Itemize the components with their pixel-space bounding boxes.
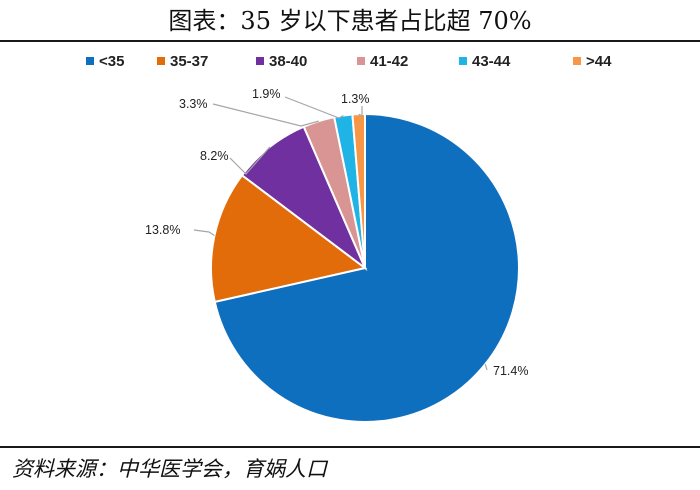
pie-slice xyxy=(213,112,520,423)
legend-item: >44 xyxy=(573,53,612,70)
source-note: 资料来源：中华医学会，育娲人口 xyxy=(12,457,327,481)
leader-line xyxy=(358,106,363,118)
legend-swatch xyxy=(573,57,581,65)
legend-item: <35 xyxy=(86,53,124,70)
data-label: 71.4% xyxy=(493,364,528,378)
leader-line xyxy=(229,146,271,175)
legend-item: 38-40 xyxy=(256,53,307,70)
bottom-rule xyxy=(0,446,700,448)
data-label: 1.3% xyxy=(341,92,370,106)
chart-title: 图表：35 岁以下患者占比超 70% xyxy=(168,7,532,35)
data-label: 8.2% xyxy=(200,149,229,163)
legend-label: 41-42 xyxy=(370,53,408,70)
legend-swatch xyxy=(86,57,94,65)
data-label: 1.9% xyxy=(252,87,281,101)
pie-slice xyxy=(351,112,366,269)
pie-slices xyxy=(210,112,520,423)
legend-item: 41-42 xyxy=(357,53,408,70)
legend: <35 35-37 38-40 41-42 43-44 >44 xyxy=(86,53,612,70)
leader-line xyxy=(484,364,488,371)
data-labels: 71.4% 13.8% 8.2% 3.3% 1.9% 1.3% xyxy=(145,87,528,378)
pie-slice xyxy=(210,173,368,304)
legend-swatch xyxy=(157,57,165,65)
legend-label: >44 xyxy=(586,53,612,70)
legend-swatch xyxy=(357,57,365,65)
legend-label: <35 xyxy=(99,53,124,70)
leader-lines xyxy=(193,96,488,371)
legend-label: 43-44 xyxy=(472,53,511,70)
leader-line xyxy=(212,103,319,127)
legend-label: 38-40 xyxy=(269,53,307,70)
legend-item: 35-37 xyxy=(157,53,208,70)
leader-line xyxy=(193,229,215,237)
legend-swatch xyxy=(256,57,264,65)
leader-line xyxy=(284,96,344,119)
legend-item: 43-44 xyxy=(459,53,511,70)
top-rule xyxy=(0,40,700,42)
data-label: 3.3% xyxy=(179,97,208,111)
pie-chart: <35 35-37 38-40 41-42 43-44 >44 71.4% 13.8% 8.2… xyxy=(86,53,612,423)
data-label: 13.8% xyxy=(145,223,180,237)
legend-swatch xyxy=(459,57,467,65)
legend-label: 35-37 xyxy=(170,53,208,70)
